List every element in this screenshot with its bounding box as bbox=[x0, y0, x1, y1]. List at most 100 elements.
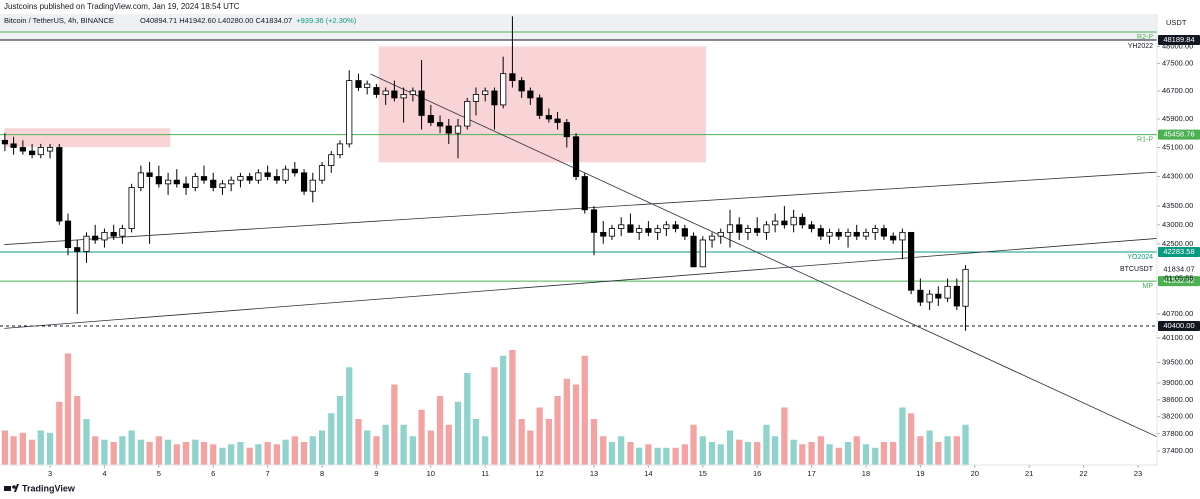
candle-body bbox=[436, 122, 444, 127]
candle-body bbox=[899, 231, 906, 241]
candle-body bbox=[808, 224, 815, 229]
volume-bar bbox=[119, 436, 126, 465]
candle-body bbox=[137, 172, 144, 188]
candle-body bbox=[890, 235, 897, 241]
volume-bar bbox=[862, 444, 870, 465]
y-tick-label: 47500.00 bbox=[1162, 58, 1193, 67]
brand-logo bbox=[4, 484, 19, 492]
volume-bar bbox=[373, 436, 380, 465]
candle-body bbox=[273, 176, 280, 181]
volume-bar bbox=[355, 419, 362, 465]
y-tick-label: 39000.00 bbox=[1162, 378, 1193, 387]
volume-bar bbox=[509, 350, 516, 465]
volume-bar bbox=[101, 439, 108, 465]
candle-body bbox=[853, 231, 860, 237]
y-tick-label: 40100.00 bbox=[1162, 333, 1193, 342]
candle-body bbox=[872, 228, 879, 233]
candle-body bbox=[590, 209, 598, 233]
volume-bar bbox=[137, 439, 145, 465]
candle-body bbox=[228, 179, 235, 185]
volume-bar bbox=[1, 430, 9, 465]
volume-bar bbox=[74, 396, 81, 465]
candle-body bbox=[409, 90, 416, 95]
x-tick-label: 5 bbox=[157, 469, 161, 478]
volume-bar bbox=[953, 436, 960, 465]
candle-body bbox=[445, 125, 452, 134]
volume-bar bbox=[554, 396, 561, 465]
volume-bar bbox=[880, 442, 888, 465]
last-price-label: 41834.07 bbox=[1163, 264, 1194, 273]
candle-body bbox=[554, 118, 561, 123]
countdown: 01:05:55 bbox=[1164, 273, 1193, 282]
x-tick-label: 15 bbox=[699, 469, 707, 478]
volume-bar bbox=[28, 439, 36, 465]
candle-body bbox=[173, 179, 180, 185]
volume-bar bbox=[717, 444, 724, 465]
candle-body bbox=[300, 172, 308, 192]
volume-bar bbox=[436, 396, 444, 465]
price-tag-label: 40400.00 bbox=[1163, 321, 1194, 330]
volume-bar bbox=[237, 442, 244, 465]
volume-bar bbox=[754, 442, 761, 465]
volume-bar bbox=[391, 384, 398, 465]
volume-bar bbox=[273, 444, 281, 465]
candle-body bbox=[346, 80, 353, 145]
volume-bar bbox=[92, 436, 99, 465]
y-tick-label: 38600.00 bbox=[1162, 395, 1193, 404]
candle-body bbox=[772, 220, 779, 226]
volume-bar bbox=[291, 436, 298, 465]
candle-body bbox=[672, 224, 679, 229]
volume-bar bbox=[618, 436, 625, 465]
candle-body bbox=[536, 97, 543, 116]
x-tick-label: 7 bbox=[266, 469, 270, 478]
candle-body bbox=[817, 228, 824, 237]
price-tag bbox=[1158, 35, 1200, 46]
candle-body bbox=[509, 73, 516, 81]
candle-body bbox=[418, 90, 425, 116]
candle-body bbox=[618, 224, 625, 229]
volume-bar bbox=[382, 424, 389, 465]
volume-bar bbox=[445, 424, 452, 465]
volume-bar bbox=[146, 442, 153, 465]
x-tick-label: 22 bbox=[1079, 469, 1087, 478]
volume-bar bbox=[808, 442, 815, 465]
brand: TradingView bbox=[22, 483, 76, 493]
candle-body bbox=[19, 147, 26, 152]
candle-body bbox=[572, 136, 580, 177]
volume-bar bbox=[744, 442, 752, 465]
volume-bar bbox=[491, 367, 498, 465]
volume-bar bbox=[182, 442, 190, 465]
y-tick-label: 45100.00 bbox=[1162, 142, 1193, 151]
candle-body bbox=[826, 231, 833, 237]
candle-body bbox=[545, 115, 552, 120]
plot-area bbox=[0, 14, 1158, 465]
y-tick-label: 42500.00 bbox=[1162, 239, 1193, 248]
candle-body bbox=[56, 147, 63, 222]
y-tick-label: 46700.00 bbox=[1162, 86, 1193, 95]
volume-bar bbox=[899, 407, 906, 465]
candle-body bbox=[110, 231, 117, 237]
level-name: R1-P bbox=[1137, 136, 1153, 143]
candle-body bbox=[83, 235, 90, 252]
volume-bar bbox=[645, 444, 652, 465]
candle-body bbox=[464, 101, 471, 127]
candle-body bbox=[835, 231, 842, 237]
x-tick-label: 13 bbox=[590, 469, 598, 478]
volume-bar bbox=[200, 442, 208, 465]
candle-body bbox=[74, 247, 81, 252]
candle-body bbox=[763, 224, 770, 233]
volume-bar bbox=[545, 419, 552, 465]
candle-body bbox=[472, 94, 480, 102]
y-tick-label: 45900.00 bbox=[1162, 114, 1193, 123]
volume-bar bbox=[663, 447, 670, 465]
volume-bar bbox=[418, 409, 425, 465]
volume-bar bbox=[282, 439, 289, 465]
candle-body bbox=[282, 168, 289, 181]
x-tick-label: 17 bbox=[807, 469, 815, 478]
candle-body bbox=[880, 228, 888, 237]
volume-bar bbox=[944, 436, 951, 465]
level-name: YO2024 bbox=[1127, 254, 1153, 261]
volume-bar bbox=[636, 447, 643, 465]
change: +939.36 (+2.30%) bbox=[296, 16, 357, 25]
candle-body bbox=[744, 228, 752, 233]
